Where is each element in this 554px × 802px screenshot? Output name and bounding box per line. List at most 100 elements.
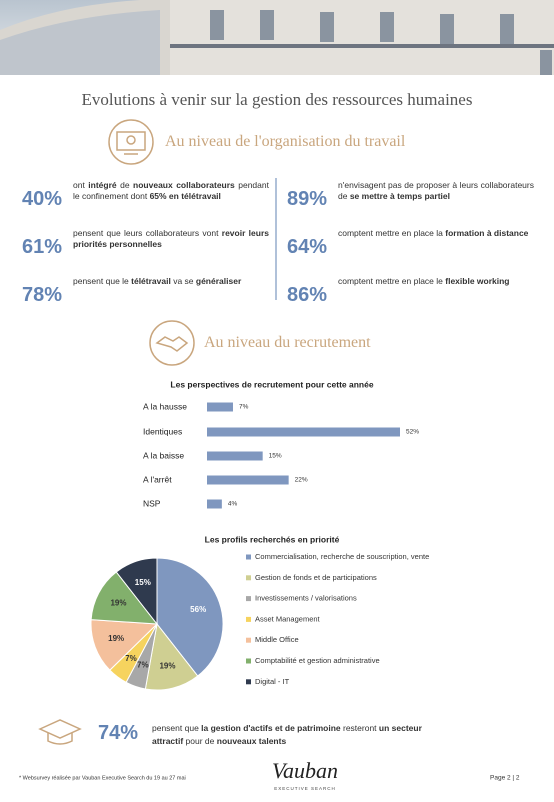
stat-value: 40% bbox=[22, 188, 63, 210]
stat-value: 89% bbox=[287, 188, 328, 210]
legend-marker bbox=[246, 596, 251, 602]
pie-slice bbox=[156, 557, 224, 677]
category-label: Identiques bbox=[143, 426, 182, 436]
category-label: A la baisse bbox=[143, 450, 184, 460]
slice-label: 7% bbox=[125, 654, 137, 663]
category-label: A l'arrêt bbox=[143, 474, 172, 484]
stat: 89% n'envisagent pas de proposer à leurs … bbox=[287, 180, 537, 220]
pie-slice bbox=[90, 571, 159, 625]
pie-slice bbox=[115, 557, 158, 626]
bold-text: 65% en télétravail bbox=[149, 191, 221, 201]
legend-label: Digital - IT bbox=[255, 677, 290, 686]
legend-label: Comptabilité et gestion administrative bbox=[255, 656, 380, 665]
stat: 61% pensent que leurs collaborateurs vont… bbox=[22, 228, 272, 268]
text: resteront bbox=[340, 723, 379, 733]
category-label: A la hausse bbox=[143, 401, 187, 411]
bar bbox=[207, 402, 233, 412]
bold-text: un secteur attractif bbox=[152, 723, 422, 746]
stat-value: 78% bbox=[22, 284, 63, 306]
stat: 78% pensent que le télétravail va se géné… bbox=[22, 276, 272, 316]
section-heading: Au niveau du recrutement bbox=[204, 334, 371, 351]
bold-text: intégré bbox=[88, 180, 117, 190]
slice-label: 19% bbox=[108, 634, 124, 643]
stat-text: pensent que leurs collaborateurs vont re… bbox=[73, 228, 269, 250]
bar bbox=[207, 427, 400, 437]
legend-marker bbox=[246, 658, 251, 664]
stat-value: 86% bbox=[287, 284, 328, 306]
chart-title: Les profils recherchés en priorité bbox=[205, 534, 340, 544]
legend-marker bbox=[246, 554, 251, 560]
icon-recrutement bbox=[149, 320, 195, 366]
page-number: Page 2 | 2 bbox=[490, 775, 520, 782]
footnote: * Websurvey réalisée par Vauban Executiv… bbox=[19, 775, 186, 781]
stat-value: 64% bbox=[287, 236, 328, 258]
stat-text: comptent mettre en place le flexible wor… bbox=[338, 276, 534, 287]
bold-text: télétravail bbox=[131, 276, 171, 286]
value-label: 4% bbox=[228, 501, 238, 508]
stat-text: comptent mettre en place la formation à … bbox=[338, 228, 534, 239]
stat-value: 61% bbox=[22, 236, 63, 258]
value-label: 52% bbox=[406, 429, 419, 436]
conclusion-text: pensent que la gestion d'actifs et de pa… bbox=[152, 722, 422, 748]
legend-marker bbox=[246, 637, 251, 643]
stat: 40% ont intégré de nouveaux collaborateur… bbox=[22, 180, 272, 220]
bold-text: revoir leurs priorités personnelles bbox=[73, 228, 269, 249]
text: comptent mettre en place le bbox=[338, 276, 446, 286]
value-label: 7% bbox=[239, 404, 249, 411]
bold-text: nouveaux collaborateurs bbox=[133, 180, 235, 190]
legend-label: Investissements / valorisations bbox=[255, 594, 357, 603]
slice-label: 7% bbox=[137, 660, 149, 669]
pie-slice bbox=[144, 622, 199, 691]
pie-slice bbox=[90, 619, 159, 671]
slice-label: 56% bbox=[190, 605, 206, 614]
bar bbox=[207, 499, 222, 509]
text: ont bbox=[73, 180, 89, 190]
bold-text: formation à distance bbox=[445, 228, 529, 238]
stat-text: pensent que le télétravail va se général… bbox=[73, 276, 269, 287]
section-heading: Au niveau de l'organisation du travail bbox=[165, 133, 406, 150]
text: va se bbox=[170, 276, 196, 286]
text: pensent que bbox=[152, 723, 202, 733]
stat: 64% comptent mettre en place la formation… bbox=[287, 228, 537, 268]
logo: Vauban bbox=[272, 758, 338, 783]
text: pensent que leurs collaborateurs vont bbox=[73, 228, 222, 238]
stat: 86% comptent mettre en place le flexible … bbox=[287, 276, 537, 316]
bar bbox=[207, 475, 289, 485]
text: pensent que le bbox=[73, 276, 132, 286]
text: de bbox=[116, 180, 134, 190]
page-title: Evolutions à venir sur la gestion des re… bbox=[81, 90, 473, 109]
text: n'envisagent pas de proposer à leurs col… bbox=[338, 180, 534, 201]
bold-text: généraliser bbox=[195, 276, 242, 286]
stat-text: n'envisagent pas de proposer à leurs col… bbox=[338, 180, 534, 202]
conclusion-value: 74% bbox=[98, 722, 139, 744]
slice-label: 19% bbox=[159, 661, 175, 670]
legend-label: Middle Office bbox=[255, 635, 299, 644]
text: pour de bbox=[183, 736, 217, 746]
bar bbox=[207, 451, 263, 461]
logo-subtitle: EXECUTIVE SEARCH bbox=[274, 786, 336, 791]
value-label: 15% bbox=[269, 453, 282, 460]
legend-marker bbox=[246, 679, 251, 685]
value-label: 22% bbox=[295, 477, 308, 484]
text: pendant le confinement dont bbox=[73, 180, 269, 201]
legend-marker bbox=[246, 575, 251, 581]
legend-label: Commercialisation, recherche de souscrip… bbox=[255, 552, 429, 561]
category-label: NSP bbox=[143, 498, 161, 508]
slice-label: 19% bbox=[110, 599, 126, 608]
legend-marker bbox=[246, 616, 251, 622]
legend-label: Gestion de fonds et de participations bbox=[255, 573, 377, 582]
header-image bbox=[0, 0, 554, 75]
text: comptent mettre en place la bbox=[338, 228, 446, 238]
bold-text: se mettre à temps partiel bbox=[349, 191, 450, 201]
icon-graduation bbox=[38, 719, 82, 745]
conclusion: 74% pensent que la gestion d'actifs et d… bbox=[98, 722, 518, 750]
icon-organisation bbox=[108, 119, 154, 165]
legend-label: Asset Management bbox=[255, 614, 321, 623]
bold-text: flexible working bbox=[445, 276, 510, 286]
bold-text: nouveaux talents bbox=[216, 736, 287, 746]
bold-text: la gestion d'actifs et de patrimoine bbox=[201, 723, 341, 733]
slice-label: 15% bbox=[135, 578, 151, 587]
stat-text: ont intégré de nouveaux collaborateurs p… bbox=[73, 180, 269, 202]
